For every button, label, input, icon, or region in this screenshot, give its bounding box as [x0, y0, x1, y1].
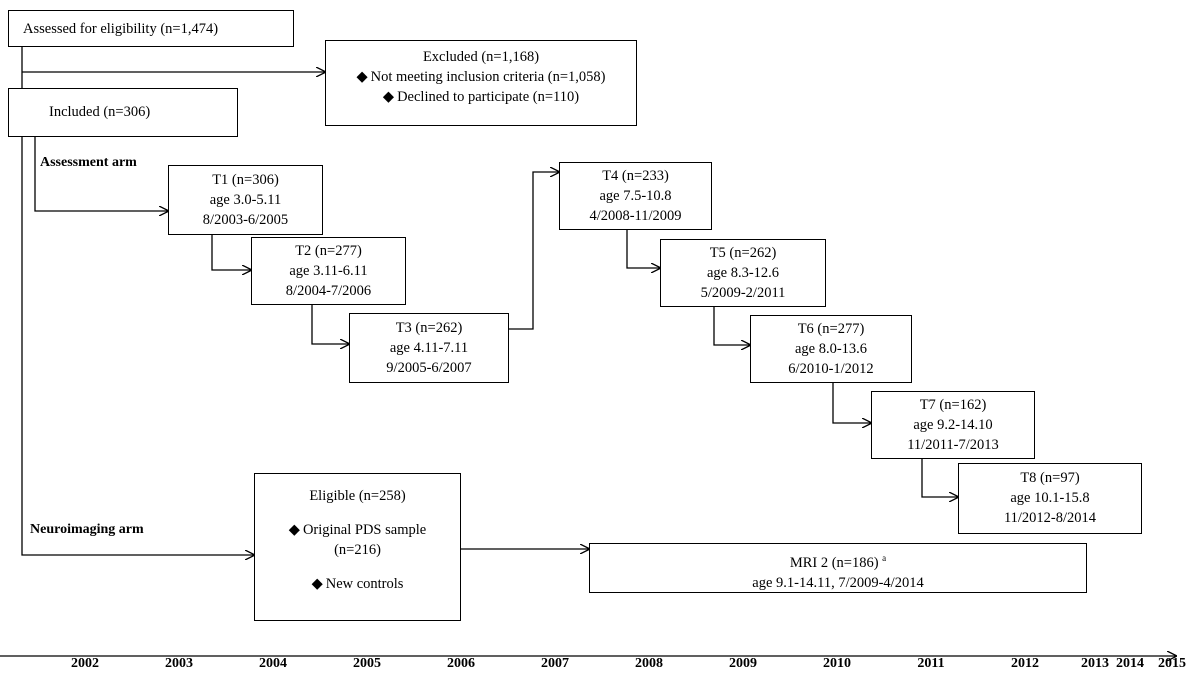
t4-to-t5-arrow — [626, 230, 660, 268]
timeline-year: 2007 — [541, 656, 569, 671]
mri2-title: MRI 2 (n=186) — [789, 554, 879, 571]
wave-age: age 7.5-10.8 — [599, 188, 672, 204]
wave-age: age 4.11-7.11 — [389, 340, 469, 356]
wave-label: T8 (n=97) — [1020, 470, 1080, 486]
neuroimaging-trunk-line — [21, 137, 254, 555]
included-box: Included (n=306) — [8, 88, 238, 137]
wave-label: T7 (n=162) — [919, 397, 987, 413]
eligible-title: Eligible (n=258) — [309, 488, 406, 504]
assessment-arm-label: Assessment arm — [40, 155, 137, 170]
excluded-item: Not meeting inclusion criteria (n=1,058) — [370, 69, 606, 85]
timeline-year: 2004 — [259, 656, 287, 671]
wave-dates: 8/2004-7/2006 — [285, 283, 372, 299]
footnote-marker: a — [882, 553, 887, 563]
wave-age: age 8.0-13.6 — [794, 341, 868, 357]
assessed-label: Assessed for eligibility (n=1,474) — [23, 21, 219, 37]
wave-label: T6 (n=277) — [797, 321, 865, 337]
t2-to-t3-arrow — [311, 305, 349, 344]
wave-age: age 3.0-5.11 — [209, 192, 282, 208]
wave-dates: 8/2003-6/2005 — [202, 212, 289, 228]
wave-dates: 6/2010-1/2012 — [788, 361, 874, 377]
wave-age: age 8.3-12.6 — [706, 265, 780, 281]
wave-box-t1: T1 (n=306) age 3.0-5.11 8/2003-6/2005 — [168, 165, 323, 235]
timeline-year: 2015 — [1158, 656, 1186, 671]
wave-age: age 3.11-6.11 — [289, 263, 368, 279]
diamond-bullet-icon: ◆ — [311, 576, 323, 592]
diamond-bullet-icon: ◆ — [356, 69, 368, 85]
wave-label: T5 (n=262) — [709, 245, 777, 261]
eligible-item: New controls — [325, 576, 404, 592]
neuroimaging-arm-label: Neuroimaging arm — [30, 522, 144, 537]
wave-box-t7: T7 (n=162) age 9.2-14.10 11/2011-7/2013 — [871, 391, 1035, 459]
assessed-box: Assessed for eligibility (n=1,474) — [8, 10, 294, 47]
timeline-year: 2012 — [1011, 656, 1039, 671]
wave-box-t8: T8 (n=97) age 10.1-15.8 11/2012-8/2014 — [958, 463, 1142, 534]
wave-dates: 11/2011-7/2013 — [907, 437, 999, 453]
wave-box-t3: T3 (n=262) age 4.11-7.11 9/2005-6/2007 — [349, 313, 509, 383]
wave-age: age 10.1-15.8 — [1010, 490, 1090, 506]
diamond-bullet-icon: ◆ — [382, 89, 395, 105]
wave-dates: 11/2012-8/2014 — [1003, 510, 1097, 526]
mri2-detail: age 9.1-14.11, 7/2009-4/2014 — [752, 574, 924, 591]
to-t1-arrow — [34, 137, 168, 211]
wave-label: T2 (n=277) — [295, 243, 362, 259]
wave-box-t4: T4 (n=233) age 7.5-10.8 4/2008-11/2009 — [559, 162, 712, 230]
wave-label: T4 (n=233) — [602, 168, 669, 184]
excluded-title: Excluded (n=1,168) — [422, 49, 540, 65]
wave-label: T1 (n=306) — [212, 172, 279, 188]
timeline-year: 2009 — [729, 656, 757, 671]
eligible-box: Eligible (n=258) ◆ Original PDS sample (n… — [254, 473, 461, 621]
eligible-item: Original PDS sample — [302, 522, 427, 538]
excluded-box: Excluded (n=1,168) ◆ Not meeting inclusio… — [325, 40, 637, 126]
timeline-year: 2014 — [1116, 656, 1144, 671]
timeline-year: 2003 — [165, 656, 193, 671]
wave-dates: 4/2008-11/2009 — [589, 208, 682, 224]
t1-to-t2-arrow — [211, 235, 251, 270]
timeline-year: 2008 — [635, 656, 663, 671]
timeline-year: 2006 — [447, 656, 475, 671]
timeline-year: 2005 — [353, 656, 381, 671]
timeline-year: 2002 — [71, 656, 99, 671]
timeline-year: 2010 — [823, 656, 851, 671]
eligible-item-count: (n=216) — [334, 542, 381, 558]
wave-box-t2: T2 (n=277) age 3.11-6.11 8/2004-7/2006 — [251, 237, 406, 305]
t3-to-t4-arrow — [509, 172, 559, 330]
t7-to-t8-arrow — [921, 459, 958, 497]
t5-to-t6-arrow — [713, 307, 750, 345]
included-label: Included (n=306) — [49, 104, 151, 120]
t6-to-t7-arrow — [832, 383, 871, 423]
mri2-box: MRI 2 (n=186) a age 9.1-14.11, 7/2009-4/… — [589, 543, 1087, 593]
wave-dates: 9/2005-6/2007 — [386, 360, 472, 376]
excluded-item: Declined to participate (n=110) — [397, 89, 580, 105]
wave-dates: 5/2009-2/2011 — [700, 285, 786, 301]
wave-box-t5: T5 (n=262) age 8.3-12.6 5/2009-2/2011 — [660, 239, 826, 307]
diamond-bullet-icon: ◆ — [288, 522, 300, 538]
wave-box-t6: T6 (n=277) age 8.0-13.6 6/2010-1/2012 — [750, 315, 912, 383]
timeline-year: 2013 — [1081, 656, 1109, 671]
wave-label: T3 (n=262) — [395, 320, 463, 336]
timeline-year: 2011 — [917, 656, 945, 671]
wave-age: age 9.2-14.10 — [913, 417, 993, 433]
